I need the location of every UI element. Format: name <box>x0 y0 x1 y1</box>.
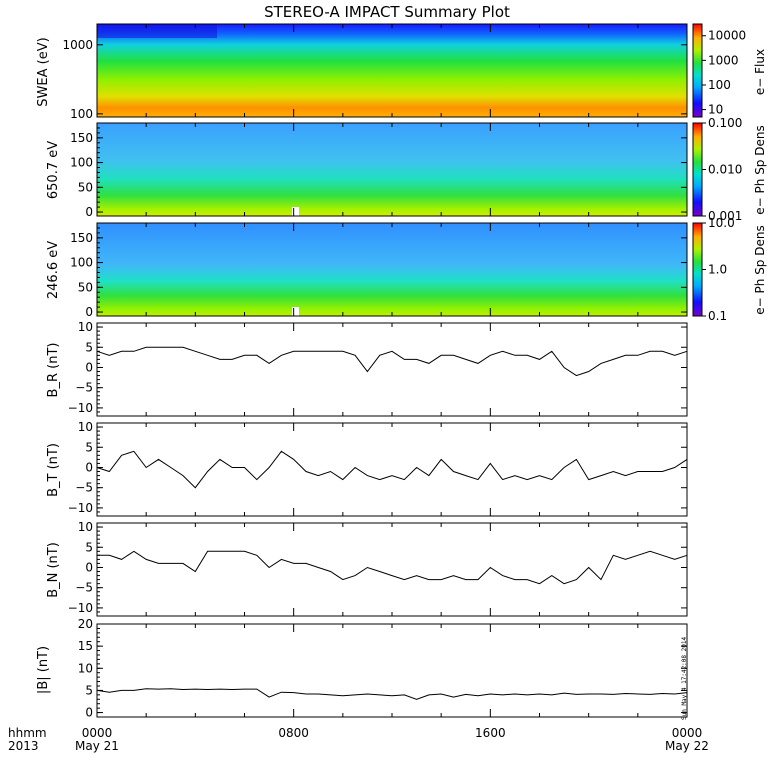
pad-650-panel-colorbar-tick-label: 0.100 <box>708 116 742 130</box>
pad-650-ylabel: 650.7 eV <box>46 141 61 199</box>
bt-panel-ytick-label: −5 <box>75 481 93 495</box>
bt-panel-ytick-label: 0 <box>85 460 93 474</box>
pad-650-panel-ytick-label: 50 <box>78 180 93 194</box>
footer-date-tick-label: May 21 <box>75 739 119 753</box>
timestamp-stamp: Sun May 4 17:42:08 2014 <box>681 620 695 720</box>
footer-hhmm-tick-label: 1600 <box>475 726 506 740</box>
bmag-panel-ytick-label: 0 <box>85 706 93 720</box>
br-panel-ytick-label: −5 <box>75 381 93 395</box>
bn-frame <box>96 522 688 617</box>
pad-246-panel-ytick-label: 50 <box>78 280 93 294</box>
bmag-ylabel: |B| (nT) <box>36 646 51 694</box>
swea-panel-ytick-label: 1000 <box>62 38 93 52</box>
pad-650-colorbar <box>692 122 703 217</box>
bn-panel-ytick-label: 10 <box>78 520 93 534</box>
br-ylabel: B_R (nT) <box>46 343 61 398</box>
swea-spectrogram <box>97 24 687 117</box>
bmag-panel-ytick-label: 20 <box>78 617 93 631</box>
pad-650-panel-ytick-label: 0 <box>85 205 93 219</box>
bt-panel-series-line <box>96 450 688 489</box>
bmag-frame <box>96 623 688 718</box>
bt-panel-ytick-label: 10 <box>78 420 93 434</box>
pad-246-panel <box>96 222 688 317</box>
footer-row1-label: hhmm <box>8 726 47 740</box>
bt-panel-ytick-label: −10 <box>68 501 93 515</box>
swea-panel-colorbar-tick-label: 1000 <box>708 53 739 67</box>
footer-hhmm-tick-label: 0800 <box>278 726 309 740</box>
swea-colorbar-label: e− Flux <box>753 49 767 95</box>
swea-colorbar <box>692 23 703 118</box>
swea-panel-colorbar-tick-label: 100 <box>708 78 731 92</box>
br-panel-series-line <box>96 346 688 377</box>
pad-246-colorbar-label: e− Ph Sp Dens <box>753 225 767 314</box>
br-frame <box>96 322 688 417</box>
bn-ylabel: B_N (nT) <box>46 542 61 598</box>
br-panel-ytick-label: −10 <box>68 401 93 415</box>
bn-panel-ytick-label: −5 <box>75 581 93 595</box>
swea-low-flux-band <box>97 24 217 38</box>
pad-650-spectrogram <box>97 123 687 216</box>
pad-650-data-gap <box>292 207 299 216</box>
swea-panel <box>96 23 688 118</box>
bt-ylabel: B_T (nT) <box>46 443 61 497</box>
pad-246-panel-ytick-label: 0 <box>85 305 93 319</box>
bmag-panel-ytick-label: 5 <box>85 683 93 697</box>
swea-panel-colorbar-tick-label: 10000 <box>708 29 746 43</box>
pad-246-data-gap <box>292 307 299 316</box>
footer-date-tick-label: May 22 <box>665 739 709 753</box>
pad-246-panel-colorbar-tick-label: 10.0 <box>708 216 735 230</box>
footer-hhmm-tick-label: 0000 <box>672 726 703 740</box>
bt-frame <box>96 422 688 517</box>
pad-246-panel-colorbar-tick-label: 1.0 <box>708 263 727 277</box>
pad-246-panel-ytick-label: 100 <box>70 256 93 270</box>
pad-246-panel-ytick-label: 150 <box>70 231 93 245</box>
pad-650-panel-ytick-label: 100 <box>70 156 93 170</box>
swea-ylabel: SWEA (eV) <box>36 37 51 106</box>
swea-panel-ytick-label: 100 <box>70 107 93 121</box>
pad-650-panel-colorbar-tick-label: 0.010 <box>708 163 742 177</box>
br-panel-ytick-label: 0 <box>85 360 93 374</box>
pad-650-panel-ytick-label: 150 <box>70 131 93 145</box>
swea-panel-colorbar-tick-label: 10 <box>708 103 723 117</box>
bn-panel-series-line <box>97 550 688 585</box>
bn-panel-ytick-label: 0 <box>85 560 93 574</box>
pad-650-colorbar-label: e− Ph Sp Dens <box>753 125 767 214</box>
figure-title: STEREO-A IMPACT Summary Plot <box>264 3 510 21</box>
bn-panel-ytick-label: −10 <box>68 601 93 615</box>
timestamp-text: Sun May 4 17:42:08 2014 <box>681 636 688 720</box>
bt-panel-ytick-label: 5 <box>85 440 93 454</box>
pad-246-spectrogram <box>97 223 687 316</box>
pad-650-panel-colorbar-tick-label: 0.001 <box>708 209 742 223</box>
footer-row2-label: 2013 <box>8 739 39 753</box>
footer-hhmm-tick-label: 0000 <box>82 726 113 740</box>
generated-chart-marks: 1001000101001000100000501001500.0010.010… <box>62 24 746 753</box>
bmag-panel-series-line <box>96 688 688 700</box>
br-panel-ytick-label: 10 <box>78 320 93 334</box>
bn-panel-ytick-label: 5 <box>85 540 93 554</box>
pad-246-colorbar <box>692 222 703 317</box>
bmag-panel-ytick-label: 15 <box>78 639 93 653</box>
pad-246-panel-colorbar-tick-label: 0.1 <box>708 309 727 323</box>
br-panel-ytick-label: 5 <box>85 340 93 354</box>
pad-650-panel <box>96 122 688 217</box>
bmag-panel-ytick-label: 10 <box>78 661 93 675</box>
pad-246-ylabel: 246.6 eV <box>46 241 61 299</box>
